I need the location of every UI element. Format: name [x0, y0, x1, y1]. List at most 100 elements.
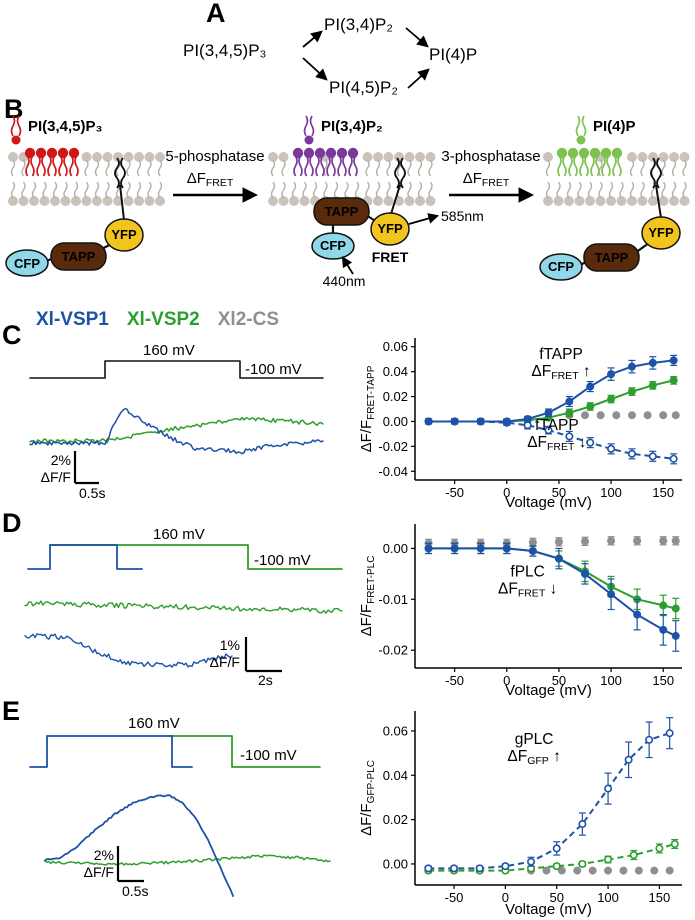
panel-c-traces: 160 mV -100 mV 2%ΔF/F 0.5s — [29, 342, 324, 501]
tapp-text: TAPP — [325, 204, 359, 219]
cfp-text: CFP — [14, 256, 40, 271]
yfp-domain — [104, 218, 144, 252]
svg-text:ΔF/F: ΔF/F — [41, 469, 71, 485]
cfp-text: CFP — [320, 238, 346, 253]
svg-text:2%: 2% — [94, 847, 114, 863]
yfp-text: YFP — [111, 227, 137, 242]
svg-text:Voltage (mV): Voltage (mV) — [505, 901, 592, 918]
tapp-text: TAPP — [595, 250, 629, 265]
svg-text:fPLC: fPLC — [510, 563, 544, 580]
emission-arrow — [408, 213, 440, 225]
svg-text:150: 150 — [652, 673, 674, 688]
cfp-domain — [5, 249, 49, 277]
excitation-arrow — [341, 256, 354, 275]
svg-text:160 mV: 160 mV — [143, 342, 195, 359]
legend-xl-vsp1: Xl-VSP1 — [36, 309, 109, 330]
svg-text:fTAPP: fTAPP — [539, 346, 583, 363]
pi34p2-lipid-icon — [303, 115, 315, 145]
panel-e-traces: 160 mV -100 mV 2%ΔF/F 0.5s — [29, 715, 331, 899]
panel-b-label: B — [4, 94, 24, 124]
node-pi45p2: PI(4,5)P₂ — [329, 78, 398, 97]
svg-text:fTAPP: fTAPP — [535, 417, 579, 434]
svg-text:0.06: 0.06 — [383, 339, 408, 354]
tapp-domain — [583, 243, 640, 272]
svg-text:0: 0 — [503, 485, 510, 500]
panel-e-label: E — [2, 696, 21, 726]
panel-d-traces: 160 mV -100 mV 1%ΔF/F 2s — [24, 526, 343, 688]
construct-legend: Xl-VSP1 Xl-VSP2 Xl2-CS — [36, 309, 279, 331]
svg-text:-50: -50 — [445, 485, 464, 500]
tapp-text: TAPP — [62, 249, 96, 264]
svg-text:50: 50 — [552, 485, 566, 500]
svg-text:160 mV: 160 mV — [153, 526, 205, 543]
yfp-domain — [641, 216, 681, 250]
svg-text:ΔFFRET ↓: ΔFFRET ↓ — [527, 434, 586, 453]
svg-text:Voltage (mV): Voltage (mV) — [505, 682, 592, 699]
node-pip3: PI(3,4,5)P₃ — [183, 41, 266, 60]
pi4p-label: PI(4)P — [593, 118, 636, 135]
cfp-domain — [539, 253, 583, 281]
svg-text:gPLC: gPLC — [515, 731, 554, 748]
panel-c-chart: -0.04 -0.02 0.00 0.02 0.04 0.06 -50 0 50 100 150 Vo… — [360, 338, 682, 511]
yfp-domain — [370, 212, 410, 246]
svg-text:50: 50 — [549, 890, 563, 905]
panel-d-label: D — [2, 508, 22, 538]
svg-text:100: 100 — [600, 673, 622, 688]
svg-text:-0.02: -0.02 — [378, 643, 408, 658]
svg-text:150: 150 — [652, 485, 674, 500]
svg-text:ΔF/FFRET-PLC: ΔF/FFRET-PLC — [360, 556, 377, 637]
tapp-domain — [313, 197, 370, 226]
yfp-text: YFP — [377, 221, 403, 236]
svg-text:50: 50 — [552, 673, 566, 688]
excitation-wavelength: 440nm — [323, 273, 366, 289]
pi4p-lipid-icon — [575, 115, 587, 145]
svg-text:-100 mV: -100 mV — [240, 747, 297, 764]
svg-text:160 mV: 160 mV — [128, 715, 180, 732]
pip3-label: PI(3,4,5)P₃ — [28, 118, 103, 135]
svg-text:0: 0 — [503, 673, 510, 688]
fret-label: FRET — [372, 249, 409, 265]
enzyme2-dfret-label: ΔFFRET — [463, 170, 510, 189]
legend-xl2-cs: Xl2-CS — [217, 309, 279, 330]
sensor-m2: TAPP YFP CFP 585nm FRET 440nm — [311, 197, 484, 289]
tapp-domain — [50, 242, 107, 271]
svg-text:ΔFGFP ↑: ΔFGFP ↑ — [507, 748, 560, 767]
svg-text:-100 mV: -100 mV — [254, 552, 311, 569]
svg-text:150: 150 — [649, 890, 671, 905]
svg-text:ΔF/FFRET-TAPP: ΔF/FFRET-TAPP — [360, 365, 377, 452]
svg-text:-0.02: -0.02 — [378, 439, 408, 454]
svg-text:100: 100 — [597, 890, 619, 905]
enzyme2-label: 3-phosphatase — [441, 148, 540, 165]
svg-text:-50: -50 — [445, 890, 464, 905]
enzyme1-dfret-label: ΔFFRET — [187, 170, 234, 189]
svg-text:0.02: 0.02 — [383, 812, 408, 827]
cfp-text: CFP — [548, 259, 574, 274]
enzyme1-label: 5-phosphatase — [165, 148, 264, 165]
panel-b-membrane-diagram: PI(3,4,5)P₃ PI(3,4)P₂ PI(4)P 5-phosphata… — [5, 115, 690, 289]
panel-c-label: C — [2, 320, 22, 350]
svg-text:0.00: 0.00 — [383, 541, 408, 556]
svg-text:2%: 2% — [51, 452, 71, 468]
node-pi34p2: PI(3,4)P₂ — [324, 15, 393, 34]
svg-text:-0.01: -0.01 — [378, 592, 408, 607]
svg-text:ΔF/FGFP-PLC: ΔF/FGFP-PLC — [360, 760, 377, 836]
svg-text:1%: 1% — [220, 637, 240, 653]
svg-text:Voltage (mV): Voltage (mV) — [505, 494, 592, 511]
svg-text:0: 0 — [502, 890, 509, 905]
svg-text:0.04: 0.04 — [383, 364, 408, 379]
svg-text:-100 mV: -100 mV — [245, 361, 302, 378]
sensor-m1: CFP TAPP YFP — [5, 218, 144, 277]
pi34p2-label: PI(3,4)P₂ — [321, 118, 383, 135]
emission-wavelength: 585nm — [441, 208, 484, 224]
yfp-text: YFP — [648, 225, 674, 240]
svg-text:100: 100 — [600, 485, 622, 500]
svg-text:0.00: 0.00 — [383, 856, 408, 871]
legend-xl-vsp2: Xl-VSP2 — [126, 309, 200, 330]
svg-text:ΔFFRET ↓: ΔFFRET ↓ — [498, 580, 557, 599]
svg-text:0.5s: 0.5s — [79, 485, 105, 501]
panel-a-pathway-diagram: PI(3,4,5)P₃ PI(3,4)P₂ PI(4,5)P₂ PI(4)P — [183, 15, 477, 97]
svg-text:-0.04: -0.04 — [378, 464, 408, 479]
panel-a-label: A — [206, 0, 226, 28]
pathway-arrows — [302, 27, 430, 89]
